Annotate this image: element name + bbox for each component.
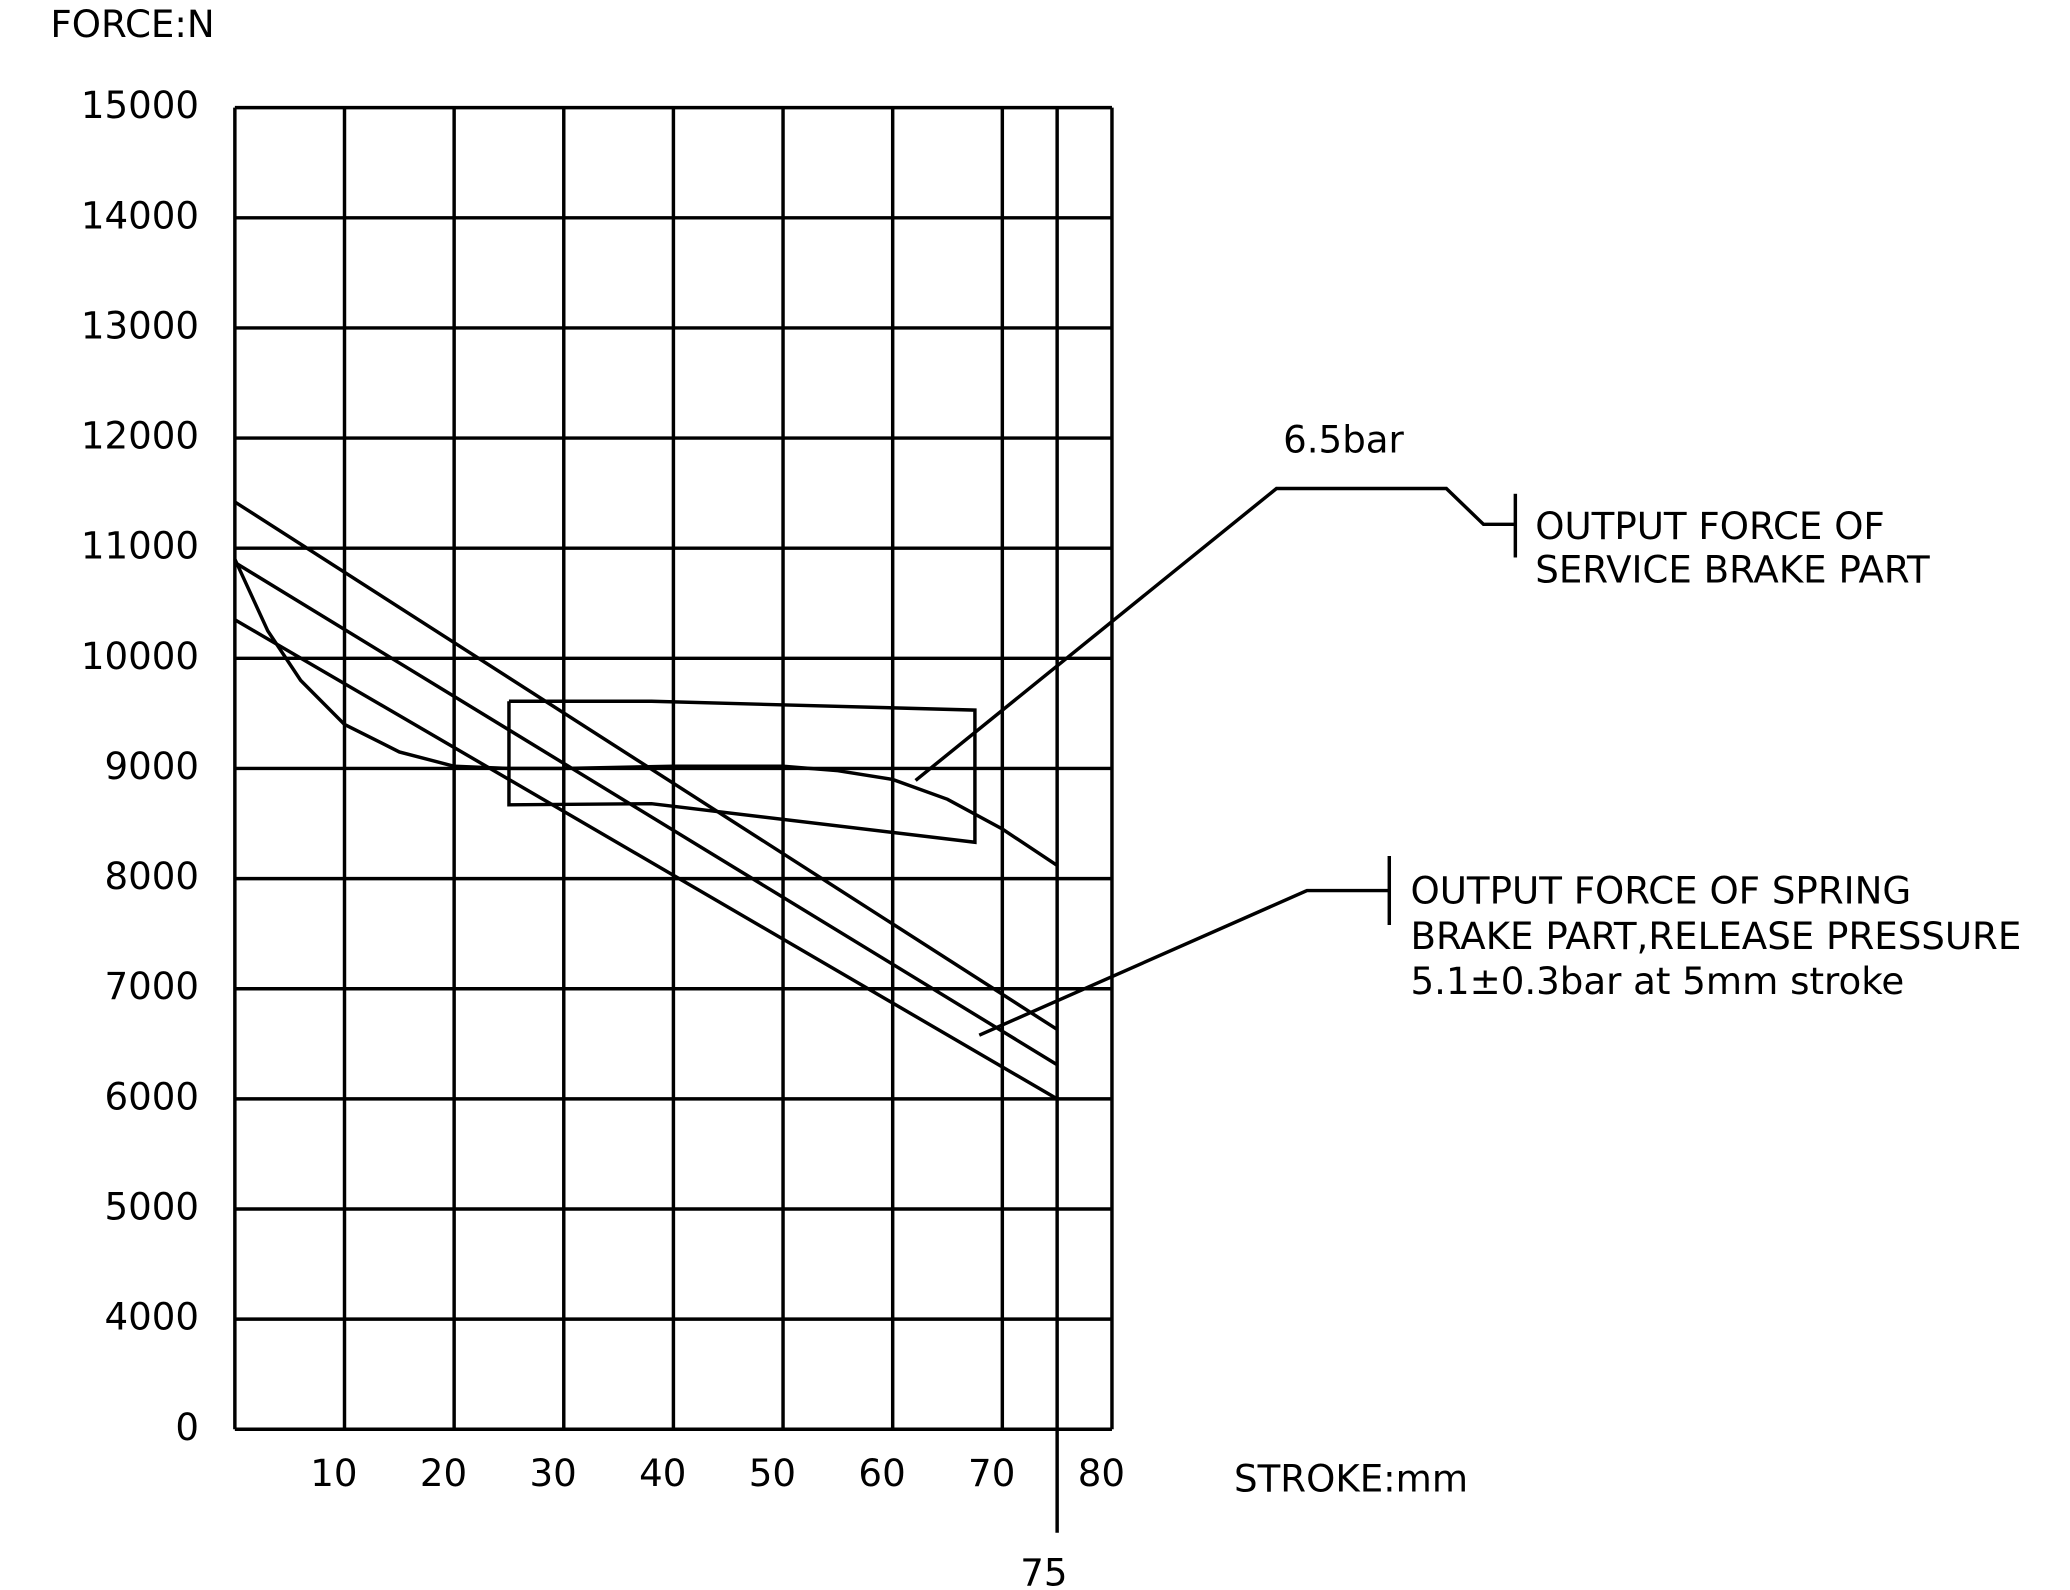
y-tick-label: 7000 — [105, 965, 200, 1008]
annotation: SERVICE BRAKE PART — [1535, 549, 1930, 592]
y-axis-label: FORCE:N — [50, 3, 214, 46]
x-tick-label: 10 — [310, 1452, 357, 1495]
x-tick-label: 40 — [639, 1452, 686, 1495]
annotation: BRAKE PART,RELEASE PRESSURE — [1411, 915, 2022, 958]
annotation: OUTPUT FORCE OF — [1535, 505, 1885, 548]
x-tick-label: 80 — [1078, 1452, 1125, 1495]
data-line — [233, 500, 1059, 1031]
marker-label: 75 — [1020, 1552, 1067, 1590]
x-tick-label: 50 — [749, 1452, 796, 1495]
data-line — [233, 618, 1059, 1101]
x-tick-label: 70 — [968, 1452, 1015, 1495]
x-tick-label: 60 — [858, 1452, 905, 1495]
x-axis-label: STROKE:mm — [1234, 1458, 1468, 1501]
y-tick-label: 9000 — [105, 745, 200, 788]
leader-line — [978, 888, 1390, 1037]
y-tick-label: 13000 — [81, 304, 199, 347]
y-tick-label: 5000 — [105, 1186, 200, 1229]
y-tick-label: 15000 — [81, 84, 199, 127]
annotation: 6.5bar — [1283, 419, 1404, 462]
annotation: 5.1±0.3bar at 5mm stroke — [1411, 960, 1905, 1003]
annotation: OUTPUT FORCE OF SPRING — [1411, 870, 1912, 913]
x-tick-label: 20 — [420, 1452, 467, 1495]
leader-line — [914, 486, 1516, 782]
y-tick-label: 4000 — [105, 1296, 200, 1339]
x-tick-label: 30 — [530, 1452, 577, 1495]
data-line — [233, 561, 1059, 1067]
data-line — [507, 699, 977, 845]
y-tick-label: 11000 — [81, 525, 199, 568]
y-tick-label: 6000 — [105, 1075, 200, 1118]
y-tick-label: 0 — [175, 1406, 199, 1449]
y-tick-label: 10000 — [81, 635, 199, 678]
y-tick-label: 14000 — [81, 194, 199, 237]
y-tick-label: 8000 — [105, 855, 200, 898]
data-line — [233, 558, 1059, 867]
y-tick-label: 12000 — [81, 415, 199, 458]
